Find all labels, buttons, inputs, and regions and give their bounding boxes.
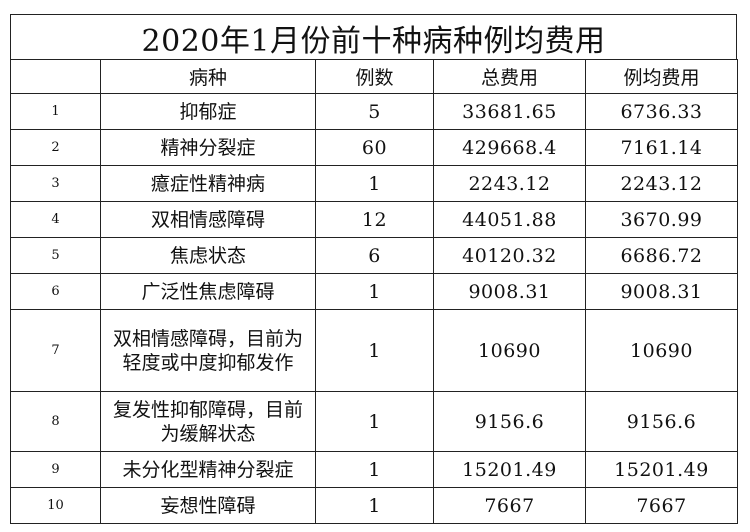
row-cases: 1 <box>315 487 434 524</box>
table-row: 2 精神分裂症 60 429668.4 7161.14 <box>10 129 738 166</box>
table-row: 3 癔症性精神病 1 2243.12 2243.12 <box>10 165 738 202</box>
row-disease: 抑郁症 <box>100 93 316 130</box>
row-disease: 广泛性焦虑障碍 <box>100 273 316 310</box>
row-cases: 1 <box>315 451 434 488</box>
row-index: 5 <box>10 237 101 274</box>
row-average-cost: 7667 <box>585 487 738 524</box>
row-index: 6 <box>10 273 101 310</box>
row-total-cost: 429668.4 <box>433 129 586 166</box>
row-total-cost: 15201.49 <box>433 451 586 488</box>
table-row: 7 双相情感障碍，目前为轻度或中度抑郁发作 1 10690 10690 <box>10 309 738 392</box>
row-disease: 双相情感障碍 <box>100 201 316 238</box>
row-average-cost: 6736.33 <box>585 93 738 130</box>
header-total-cost: 总费用 <box>433 59 586 94</box>
row-total-cost: 33681.65 <box>433 93 586 130</box>
row-cases: 1 <box>315 165 434 202</box>
row-cases: 1 <box>315 391 434 452</box>
table-row: 10 妄想性障碍 1 7667 7667 <box>10 487 738 524</box>
table-row: 5 焦虑状态 6 40120.32 6686.72 <box>10 237 738 274</box>
row-cases: 12 <box>315 201 434 238</box>
row-cases: 1 <box>315 309 434 392</box>
row-average-cost: 6686.72 <box>585 237 738 274</box>
row-index: 8 <box>10 391 101 452</box>
row-index: 7 <box>10 309 101 392</box>
table-row: 9 未分化型精神分裂症 1 15201.49 15201.49 <box>10 451 738 488</box>
row-index: 4 <box>10 201 101 238</box>
table-row: 6 广泛性焦虑障碍 1 9008.31 9008.31 <box>10 273 738 310</box>
table-title: 2020年1月份前十种病种例均费用 <box>141 23 606 59</box>
row-disease: 癔症性精神病 <box>100 165 316 202</box>
row-disease: 妄想性障碍 <box>100 487 316 524</box>
row-index: 1 <box>10 93 101 130</box>
row-average-cost: 2243.12 <box>585 165 738 202</box>
row-disease: 双相情感障碍，目前为轻度或中度抑郁发作 <box>100 309 316 392</box>
header-average-cost: 例均费用 <box>585 59 738 94</box>
row-total-cost: 40120.32 <box>433 237 586 274</box>
table-row: 4 双相情感障碍 12 44051.88 3670.99 <box>10 201 738 238</box>
row-total-cost: 9156.6 <box>433 391 586 452</box>
row-average-cost: 10690 <box>585 309 738 392</box>
row-total-cost: 44051.88 <box>433 201 586 238</box>
table-title-box: 2020年1月份前十种病种例均费用 <box>10 14 737 60</box>
row-index: 9 <box>10 451 101 488</box>
row-cases: 1 <box>315 273 434 310</box>
row-cases: 5 <box>315 93 434 130</box>
row-disease: 未分化型精神分裂症 <box>100 451 316 488</box>
row-average-cost: 15201.49 <box>585 451 738 488</box>
row-index: 2 <box>10 129 101 166</box>
row-disease: 精神分裂症 <box>100 129 316 166</box>
row-cases: 6 <box>315 237 434 274</box>
row-cases: 60 <box>315 129 434 166</box>
row-index: 10 <box>10 487 101 524</box>
header-disease: 病种 <box>100 59 316 94</box>
cost-table: 病种 例数 总费用 例均费用 1 抑郁症 5 33681.65 6736.33 … <box>10 59 738 524</box>
header-cases: 例数 <box>315 59 434 94</box>
row-total-cost: 2243.12 <box>433 165 586 202</box>
row-total-cost: 7667 <box>433 487 586 524</box>
row-total-cost: 9008.31 <box>433 273 586 310</box>
header-index <box>10 59 101 94</box>
row-average-cost: 7161.14 <box>585 129 738 166</box>
header-row: 病种 例数 总费用 例均费用 <box>10 59 738 94</box>
row-total-cost: 10690 <box>433 309 586 392</box>
row-average-cost: 3670.99 <box>585 201 738 238</box>
row-index: 3 <box>10 165 101 202</box>
row-average-cost: 9008.31 <box>585 273 738 310</box>
row-average-cost: 9156.6 <box>585 391 738 452</box>
row-disease: 焦虑状态 <box>100 237 316 274</box>
table-row: 8 复发性抑郁障碍，目前为缓解状态 1 9156.6 9156.6 <box>10 391 738 452</box>
row-disease: 复发性抑郁障碍，目前为缓解状态 <box>100 391 316 452</box>
table-row: 1 抑郁症 5 33681.65 6736.33 <box>10 93 738 130</box>
